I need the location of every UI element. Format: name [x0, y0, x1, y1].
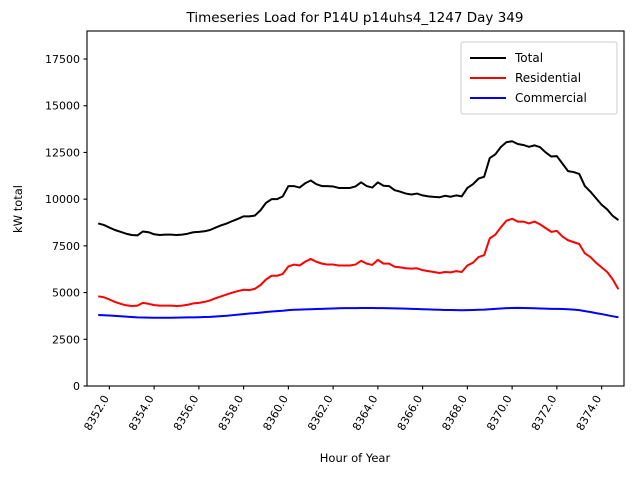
legend-label-residential: Residential [515, 71, 581, 85]
y-tick-label: 0 [73, 380, 80, 393]
x-tick-label: 8374.0 [574, 393, 605, 433]
x-tick-label: 8360.0 [260, 393, 291, 433]
y-axis-label: kW total [11, 185, 25, 233]
y-tick-label: 15000 [45, 100, 80, 113]
x-tick-label: 8368.0 [439, 393, 470, 433]
y-tick-label: 5000 [52, 287, 80, 300]
x-tick-label: 8362.0 [305, 393, 336, 433]
chart-title: Timeseries Load for P14U p14uhs4_1247 Da… [186, 10, 524, 26]
x-tick-label: 8358.0 [216, 393, 247, 433]
x-tick-label: 8366.0 [395, 393, 426, 433]
legend-entry-residential[interactable]: Residential [470, 71, 581, 85]
x-tick-label: 8356.0 [171, 393, 202, 433]
x-tick-label: 8372.0 [529, 393, 560, 433]
x-tick-label: 8364.0 [350, 393, 381, 433]
y-tick-label: 17500 [45, 53, 80, 66]
series-line-total [97, 140, 620, 237]
y-axis-ticks: 0 2500 5000 7500 10000 12500 15000 17500 [45, 53, 87, 393]
legend-background [460, 41, 618, 115]
chart-legend[interactable]: Total Residential Commercial [460, 41, 618, 115]
series-line-commercial [98, 306, 619, 319]
data-series-group [97, 140, 620, 319]
x-tick-label: 8354.0 [126, 393, 157, 433]
y-tick-label: 2500 [52, 333, 80, 346]
y-tick-label: 7500 [52, 240, 80, 253]
legend-entry-total[interactable]: Total [470, 51, 543, 65]
legend-label-commercial: Commercial [515, 91, 587, 105]
series-line-residential [98, 217, 620, 308]
x-axis-label: Hour of Year [320, 451, 391, 465]
y-tick-label: 10000 [45, 193, 80, 206]
legend-entry-commercial[interactable]: Commercial [470, 91, 587, 105]
y-tick-label: 12500 [45, 146, 80, 159]
axes-spines [86, 30, 625, 387]
x-tick-label: 8370.0 [484, 393, 515, 433]
x-tick-label: 8352.0 [81, 393, 112, 433]
legend-label-total: Total [514, 51, 543, 65]
x-axis-ticks: 8352.0 8354.0 8356.0 8358.0 8360.0 8362.0 8364… [81, 386, 604, 433]
